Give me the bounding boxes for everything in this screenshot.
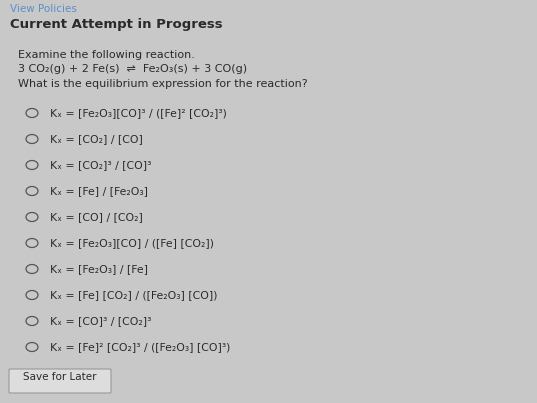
- Text: Kₓ = [Fe] [CO₂] / ([Fe₂O₃] [CO]): Kₓ = [Fe] [CO₂] / ([Fe₂O₃] [CO]): [50, 290, 217, 300]
- Text: Current Attempt in Progress: Current Attempt in Progress: [10, 18, 223, 31]
- Text: Kₓ = [CO] / [CO₂]: Kₓ = [CO] / [CO₂]: [50, 212, 143, 222]
- Text: What is the equilibrium expression for the reaction?: What is the equilibrium expression for t…: [18, 79, 308, 89]
- Text: 3 CO₂(g) + 2 Fe(s)  ⇌  Fe₂O₃(s) + 3 CO(g): 3 CO₂(g) + 2 Fe(s) ⇌ Fe₂O₃(s) + 3 CO(g): [18, 64, 247, 75]
- Text: Kₓ = [Fe] / [Fe₂O₃]: Kₓ = [Fe] / [Fe₂O₃]: [50, 186, 148, 196]
- Text: Kₓ = [CO₂]³ / [CO]³: Kₓ = [CO₂]³ / [CO]³: [50, 160, 151, 170]
- Text: Kₓ = [Fe₂O₃][CO] / ([Fe] [CO₂]): Kₓ = [Fe₂O₃][CO] / ([Fe] [CO₂]): [50, 238, 214, 248]
- Text: View Policies: View Policies: [10, 4, 77, 14]
- Text: Kₓ = [Fe]² [CO₂]³ / ([Fe₂O₃] [CO]³): Kₓ = [Fe]² [CO₂]³ / ([Fe₂O₃] [CO]³): [50, 342, 230, 352]
- Text: Examine the following reaction.: Examine the following reaction.: [18, 50, 195, 60]
- Text: Kₓ = [CO]³ / [CO₂]³: Kₓ = [CO]³ / [CO₂]³: [50, 316, 151, 326]
- Text: Kₓ = [CO₂] / [CO]: Kₓ = [CO₂] / [CO]: [50, 134, 143, 144]
- Text: Save for Later: Save for Later: [23, 372, 97, 382]
- FancyBboxPatch shape: [9, 369, 111, 393]
- Text: Kₓ = [Fe₂O₃] / [Fe]: Kₓ = [Fe₂O₃] / [Fe]: [50, 264, 148, 274]
- Text: Kₓ = [Fe₂O₃][CO]³ / ([Fe]² [CO₂]³): Kₓ = [Fe₂O₃][CO]³ / ([Fe]² [CO₂]³): [50, 108, 227, 118]
